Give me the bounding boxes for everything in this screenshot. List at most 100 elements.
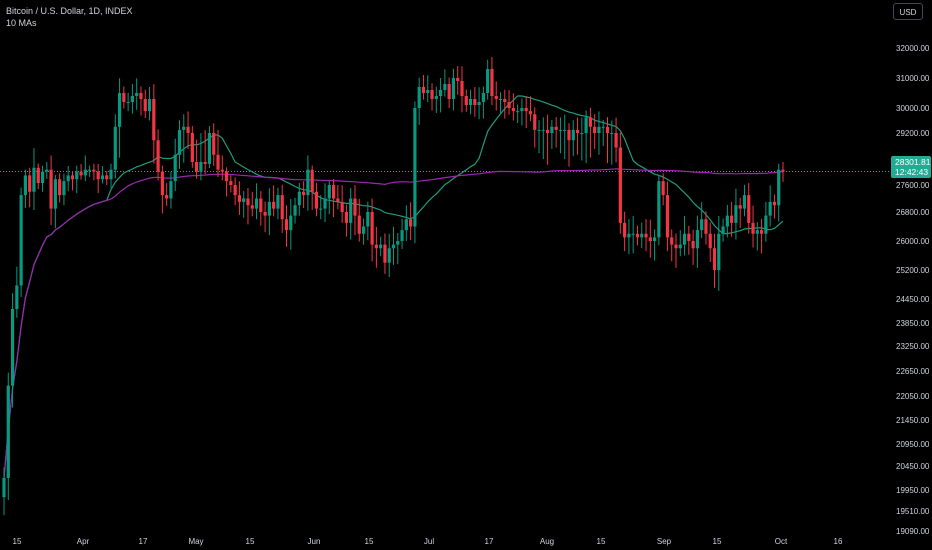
price-tick-label: 20950.00	[896, 440, 930, 449]
candle-body	[19, 195, 23, 286]
candle-body	[708, 233, 712, 249]
candle-body	[657, 181, 661, 238]
candle-body	[434, 96, 438, 99]
candle-body	[314, 191, 319, 209]
candle-body	[490, 69, 494, 96]
candle-body	[182, 126, 186, 130]
candle-body	[79, 171, 83, 176]
candle-body	[353, 198, 357, 216]
price-tick-label: 24450.00	[896, 295, 930, 304]
indicator-label[interactable]: 10 MAs	[6, 18, 37, 28]
candle-body	[691, 241, 695, 249]
candle-body	[383, 244, 387, 263]
price-axis[interactable]: 32000.0031000.0030000.0029200.0028800.00…	[896, 44, 930, 536]
candle-body	[15, 285, 19, 309]
price-tick-label: 26800.00	[896, 208, 930, 217]
candle-body	[593, 126, 597, 133]
candle-body	[409, 219, 413, 227]
price-tick-label: 19950.00	[896, 486, 930, 495]
candle-body	[186, 126, 190, 133]
candle-body	[404, 219, 408, 231]
time-axis[interactable]: 15 Apr 17 May 15 Jun 15 Jul 17 Aug 15 Sep 15 Oct 16	[13, 537, 843, 546]
price-tick-label: 29200.00	[896, 129, 930, 138]
candle-body	[665, 195, 670, 238]
candle-body	[88, 169, 92, 171]
candle-body	[302, 191, 306, 196]
candle-body	[177, 129, 182, 155]
candle-body	[571, 129, 575, 141]
candle-body	[130, 96, 135, 102]
candle-body	[32, 167, 36, 192]
candle-body	[70, 175, 75, 180]
candle-body	[254, 198, 259, 209]
symbol-title[interactable]: Bitcoin / U.S. Dollar, 1D, INDEX	[6, 6, 133, 16]
candle-body	[233, 185, 237, 196]
time-tick-label: 16	[834, 537, 843, 546]
candle-body	[310, 169, 314, 192]
candle-body	[220, 169, 224, 172]
candle-body	[524, 108, 528, 112]
candle-body	[109, 169, 113, 180]
candle-body	[601, 126, 605, 128]
price-tick-label: 25200.00	[896, 266, 930, 275]
price-tick-label: 19510.00	[896, 507, 930, 516]
candle-body	[541, 129, 545, 131]
time-tick-label: 17	[139, 537, 148, 546]
candle-body	[511, 108, 515, 112]
candle-body	[36, 167, 40, 184]
candle-body	[627, 233, 631, 238]
candle-body	[374, 244, 378, 249]
candle-body	[486, 69, 490, 93]
candle-body	[759, 230, 764, 234]
candle-body	[152, 99, 156, 141]
candle-body	[468, 99, 473, 105]
candle-body	[6, 385, 10, 478]
candle-body	[246, 198, 250, 206]
candle-body	[319, 208, 323, 210]
candle-body	[533, 114, 537, 130]
candle-body	[417, 87, 421, 108]
candle-body	[276, 195, 280, 209]
candle-body	[648, 237, 652, 241]
candle-body	[139, 93, 143, 99]
candle-body	[323, 198, 327, 209]
candle-body	[370, 212, 374, 245]
price-tick-label: 31000.00	[896, 74, 930, 83]
candle-body	[768, 201, 772, 216]
candle-body	[537, 129, 541, 131]
time-tick-label: Jun	[308, 537, 321, 546]
candle-body	[631, 233, 635, 235]
candle-body	[199, 162, 203, 172]
candle-body	[451, 78, 456, 99]
candle-body	[742, 195, 747, 209]
candle-body	[400, 230, 404, 241]
moving-averages	[3, 95, 784, 479]
price-tick-label: 20450.00	[896, 462, 930, 471]
candle-body	[781, 169, 785, 172]
candle-body	[250, 205, 254, 209]
candle-body	[618, 147, 622, 223]
candle-body	[747, 195, 751, 223]
price-tick-label: 30000.00	[896, 104, 930, 113]
candle-body	[721, 226, 725, 234]
candle-body	[259, 198, 263, 212]
candle-body	[169, 181, 173, 199]
price-tick-label: 22650.00	[896, 367, 930, 376]
currency-button[interactable]: USD	[893, 3, 923, 20]
candle-body	[738, 205, 742, 209]
candle-body	[92, 169, 96, 172]
candle-body	[605, 126, 610, 133]
candle-body	[575, 129, 580, 133]
candle-body	[520, 108, 524, 112]
candle-body	[682, 233, 687, 245]
candle-body	[203, 162, 207, 164]
time-tick-label: 15	[365, 537, 374, 546]
candle-body	[456, 78, 460, 81]
candle-body	[644, 233, 648, 238]
candle-body	[460, 81, 464, 96]
candle-body	[143, 99, 147, 112]
candle-body	[545, 129, 550, 133]
candle-body	[494, 96, 498, 99]
candle-body	[83, 169, 87, 176]
